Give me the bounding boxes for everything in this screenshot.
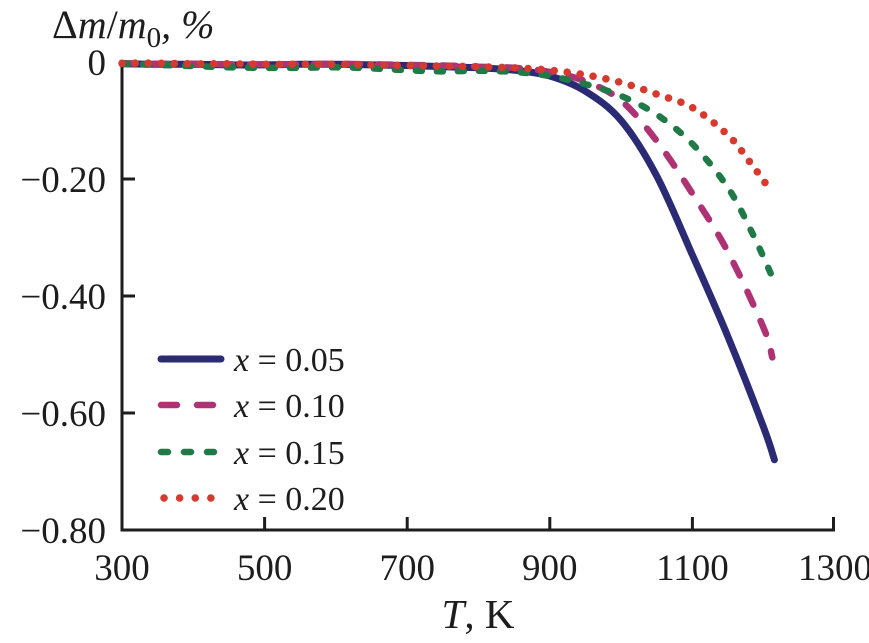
y-tick-label: −0.40 <box>20 277 106 318</box>
legend-item: x = 0.05 <box>157 342 345 379</box>
curve-x=0.10 <box>118 59 776 361</box>
x-tick-label: 1100 <box>656 548 729 589</box>
x-tick-label: 900 <box>522 548 578 589</box>
curve-x=0.15 <box>118 60 777 282</box>
x-tick-label: 300 <box>94 548 150 589</box>
axis-frame <box>120 62 835 532</box>
y-axis-title: Δm/m0, % <box>52 2 214 54</box>
y-tick-labels: 0 −0.20 −0.40 −0.60 −0.80 <box>20 43 106 552</box>
legend-item: x = 0.20 <box>160 481 345 518</box>
legend-item: x = 0.10 <box>157 388 345 425</box>
x-tick-label: 500 <box>237 548 293 589</box>
y-tick-label: −0.60 <box>20 394 106 435</box>
x-tick-label: 1300 <box>798 548 869 589</box>
curve-x=0.05 <box>118 60 778 464</box>
x-tick-label: 700 <box>379 548 435 589</box>
y-ticks <box>122 60 135 415</box>
legend-label: x = 0.20 <box>233 481 345 518</box>
curves-layer <box>118 59 778 464</box>
x-ticks <box>263 517 835 530</box>
x-tick-labels: 300 500 700 900 1100 1300 <box>94 548 869 589</box>
curve-x=0.20 <box>118 59 775 195</box>
legend-item: x = 0.15 <box>157 435 345 472</box>
legend-label: x = 0.10 <box>233 388 345 425</box>
x-axis-title: T, K <box>442 591 515 637</box>
y-tick-label: −0.20 <box>20 160 106 201</box>
legend-label: x = 0.15 <box>233 435 345 472</box>
y-tick-label: −0.80 <box>20 511 106 552</box>
legend-label: x = 0.05 <box>233 342 345 379</box>
y-tick-label: 0 <box>88 43 107 84</box>
legend: x = 0.05 x = 0.10 x = 0.15 x = 0.20 <box>157 342 345 518</box>
